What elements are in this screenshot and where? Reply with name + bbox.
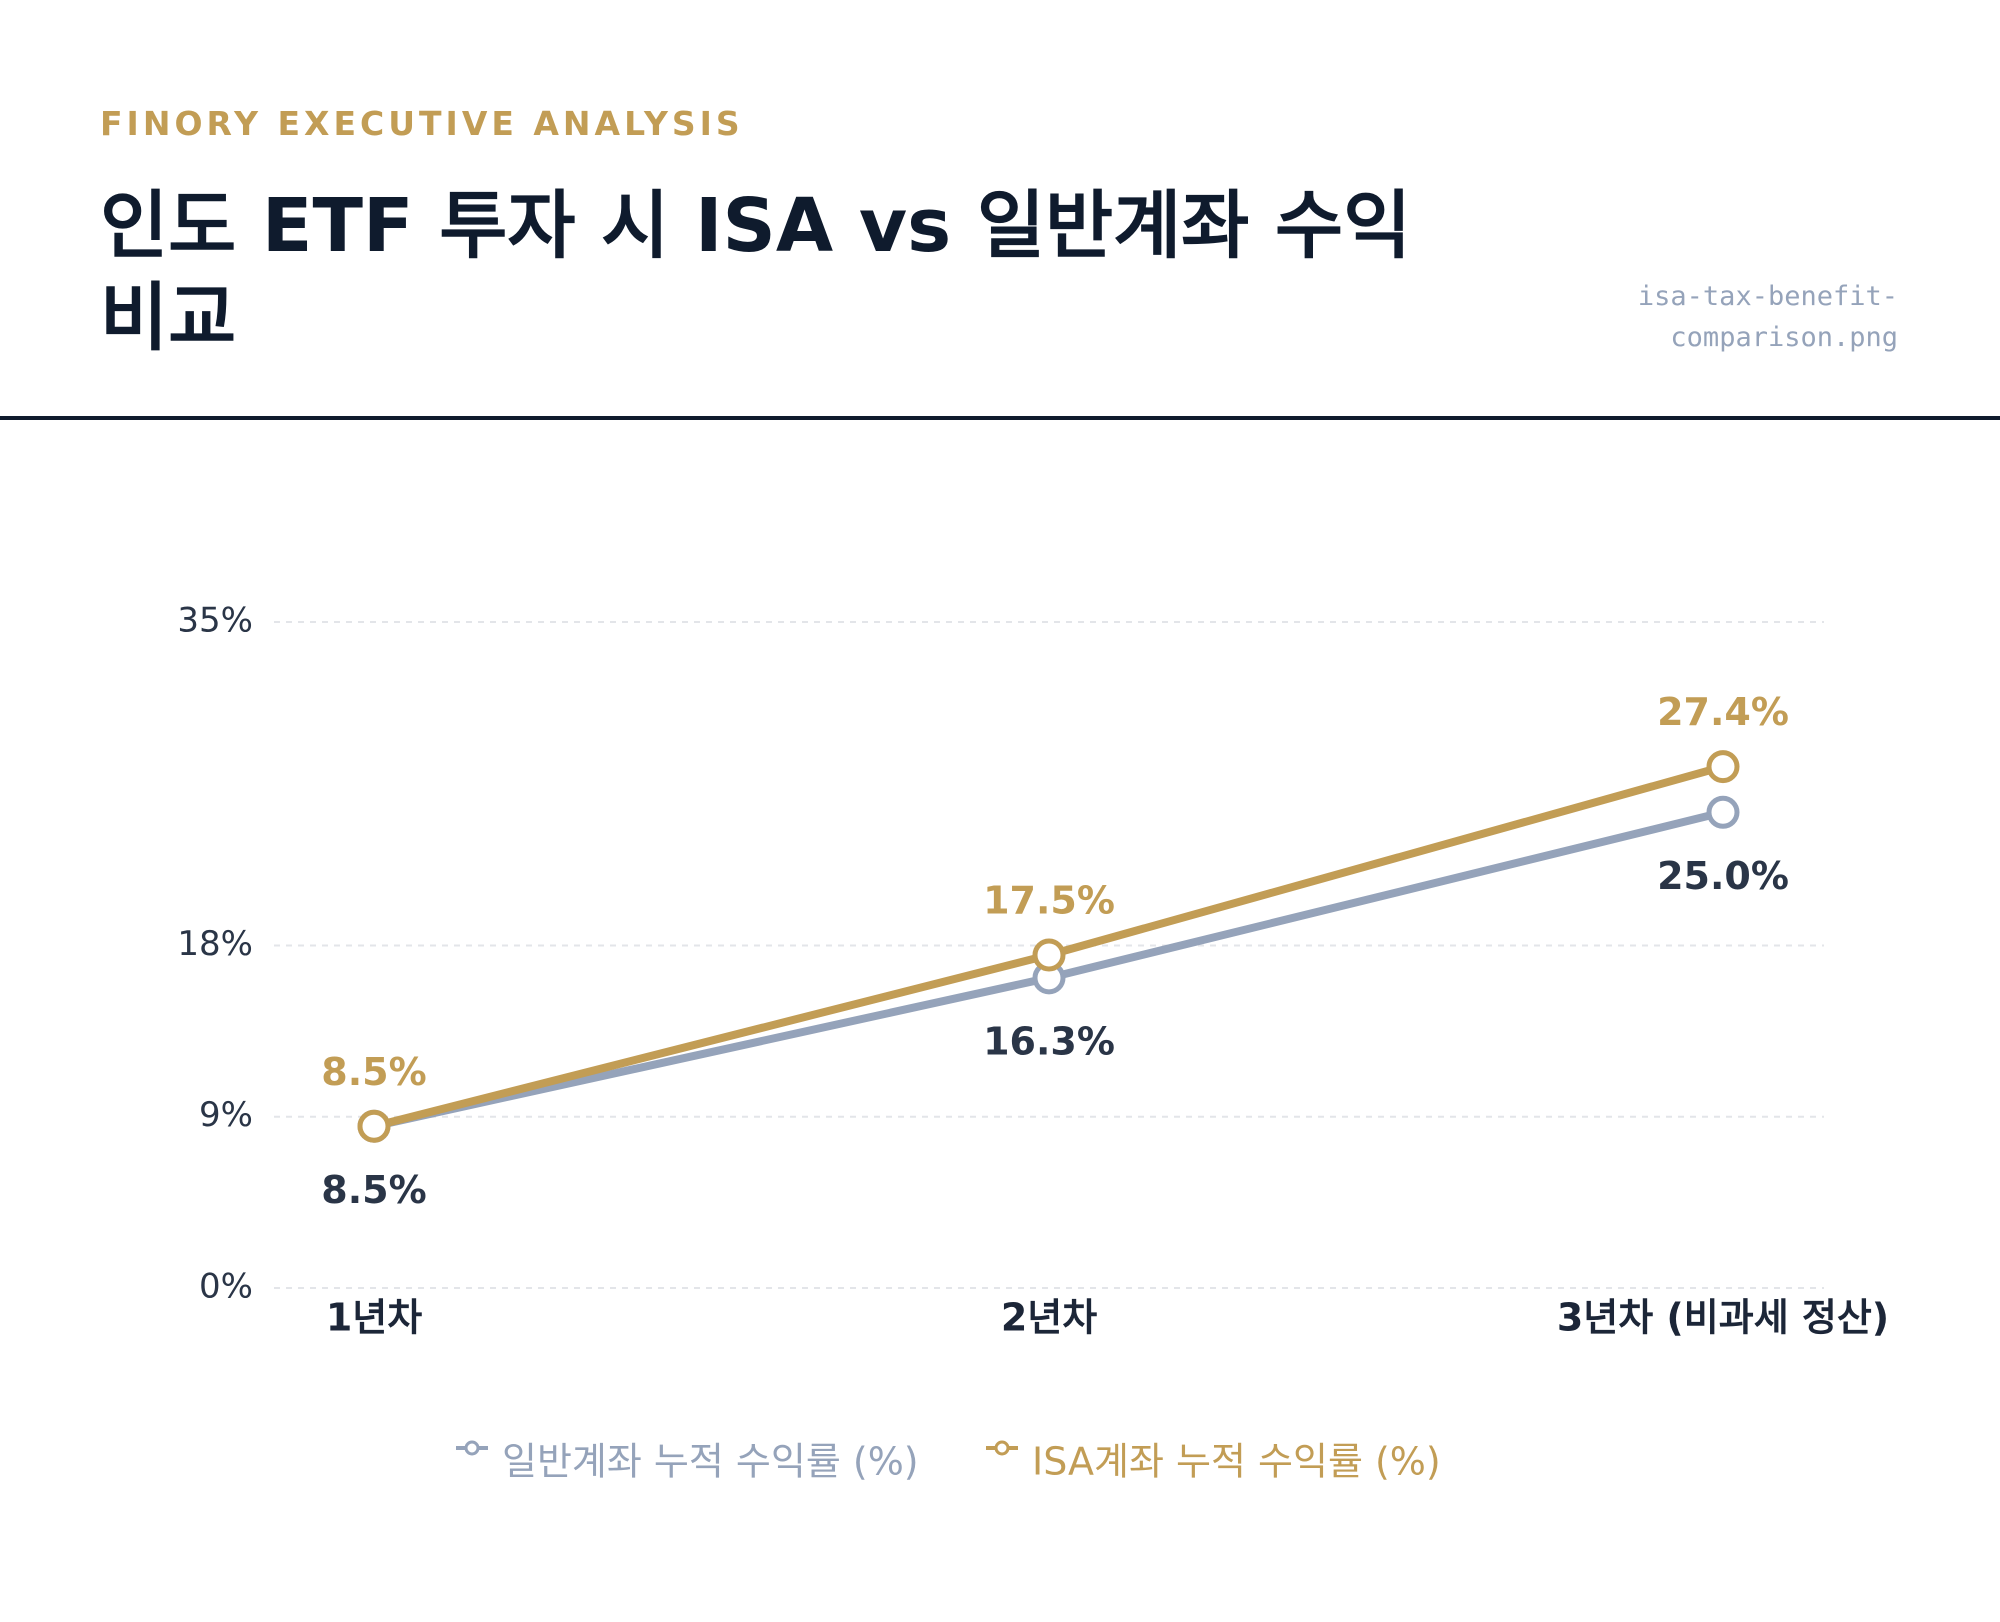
- legend-marker: [464, 1440, 480, 1456]
- divider: [0, 416, 2000, 420]
- data-label: 16.3%: [983, 1019, 1115, 1063]
- page-title: 인도 ETF 투자 시 ISA vs 일반계좌 수익 비교: [100, 183, 1412, 361]
- y-tick-label: 0%: [199, 1267, 253, 1307]
- point: [1706, 795, 1740, 829]
- x-tick-label: 1년차: [326, 1296, 422, 1340]
- data-label: 17.5%: [983, 879, 1115, 923]
- point: [1706, 750, 1740, 784]
- point: [1032, 938, 1066, 972]
- y-tick-label: 9%: [199, 1095, 253, 1135]
- point: [357, 1109, 391, 1143]
- data-label: 25.0%: [1657, 854, 1789, 898]
- y-tick-label: 35%: [177, 601, 253, 641]
- data-label: 8.5%: [321, 1168, 426, 1212]
- data-label: 8.5%: [321, 1050, 426, 1094]
- x-tick-label: 2년차: [1001, 1296, 1097, 1340]
- eyebrow: FINORY EXECUTIVE ANALYSIS: [100, 104, 744, 143]
- data-label: 27.4%: [1657, 690, 1789, 734]
- x-tick-label: 3년차 (비과세 정산): [1557, 1296, 1889, 1340]
- legend-label: 일반계좌 누적 수익률 (%): [502, 1440, 919, 1484]
- y-tick-label: 18%: [177, 924, 253, 964]
- legend-label: ISA계좌 누적 수익률 (%): [1032, 1440, 1441, 1484]
- file-name: isa-tax-benefit-comparison.png: [1637, 281, 1898, 353]
- legend-marker: [994, 1440, 1010, 1456]
